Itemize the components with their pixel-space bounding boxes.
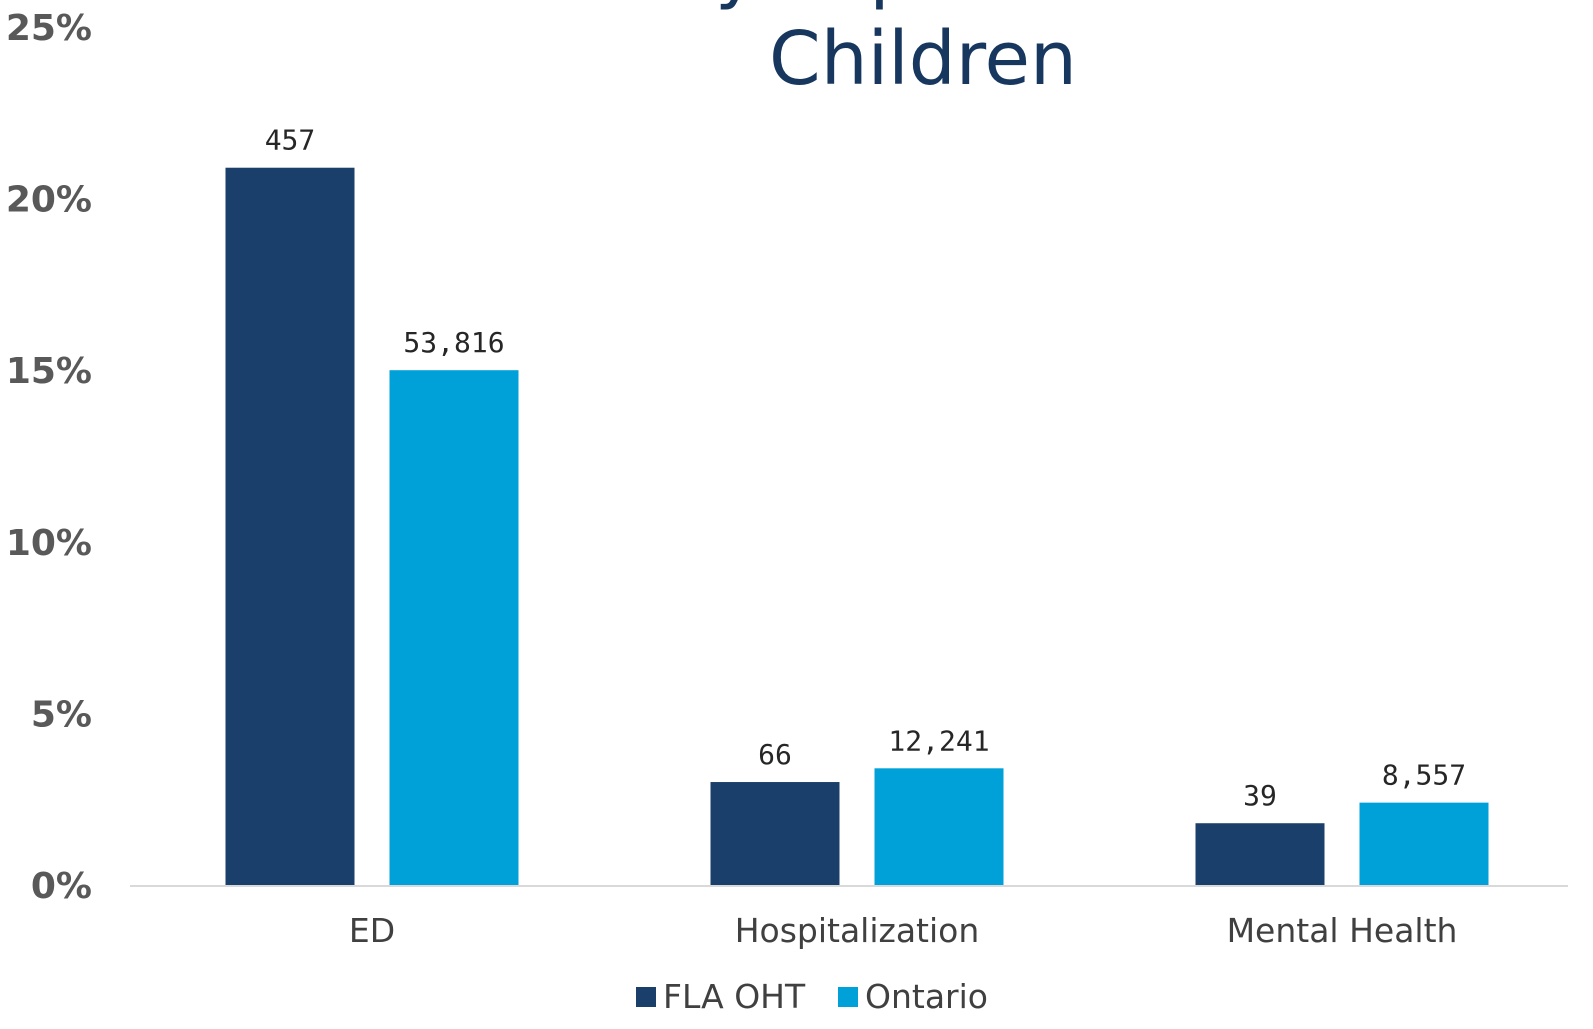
bar-ontario-ed bbox=[389, 370, 519, 885]
data-label: 53,816 bbox=[403, 326, 504, 359]
data-label: 8,557 bbox=[1382, 759, 1466, 792]
legend: FLA OHT Ontario bbox=[636, 977, 988, 1016]
bar-fla-oht-hospitalization bbox=[710, 782, 840, 885]
chart-title-line: Children bbox=[769, 16, 1077, 102]
legend-swatch bbox=[636, 987, 656, 1007]
y-tick-label: 5% bbox=[31, 694, 92, 735]
legend-item-fla-oht: FLA OHT bbox=[636, 977, 806, 1016]
chart-title-line: 5 Priority Populations 2022 bbox=[425, 0, 1422, 12]
y-tick-label: 0% bbox=[31, 866, 92, 907]
plot-area: 457 53,816 66 12,241 39 8,557 bbox=[225, 124, 1489, 885]
legend-label: FLA OHT bbox=[663, 977, 806, 1016]
bar-ontario-mental-health bbox=[1359, 802, 1489, 885]
data-label: 457 bbox=[265, 124, 316, 157]
y-tick-label: 25% bbox=[6, 8, 92, 49]
x-tick-label: ED bbox=[349, 911, 395, 950]
x-tick-label: Hospitalization bbox=[735, 911, 980, 950]
x-axis: ED Hospitalization Mental Health bbox=[349, 911, 1458, 950]
x-tick-label: Mental Health bbox=[1227, 911, 1458, 950]
legend-swatch bbox=[838, 987, 858, 1007]
y-tick-label: 10% bbox=[6, 523, 92, 564]
y-tick-label: 15% bbox=[6, 351, 92, 392]
data-label: 12,241 bbox=[888, 724, 989, 757]
bar-ontario-hospitalization bbox=[874, 768, 1004, 885]
data-label: 66 bbox=[758, 738, 792, 771]
legend-label: Ontario bbox=[865, 977, 988, 1016]
legend-item-ontario: Ontario bbox=[838, 977, 988, 1016]
bar-fla-oht-ed bbox=[225, 167, 355, 885]
bar-fla-oht-mental-health bbox=[1195, 823, 1325, 885]
y-axis: 0% 5% 10% 15% 20% 25% bbox=[6, 8, 92, 907]
y-tick-label: 20% bbox=[6, 180, 92, 221]
chart-title: 5 Priority Populations 2022 Children bbox=[425, 0, 1422, 102]
data-label: 39 bbox=[1243, 779, 1277, 812]
